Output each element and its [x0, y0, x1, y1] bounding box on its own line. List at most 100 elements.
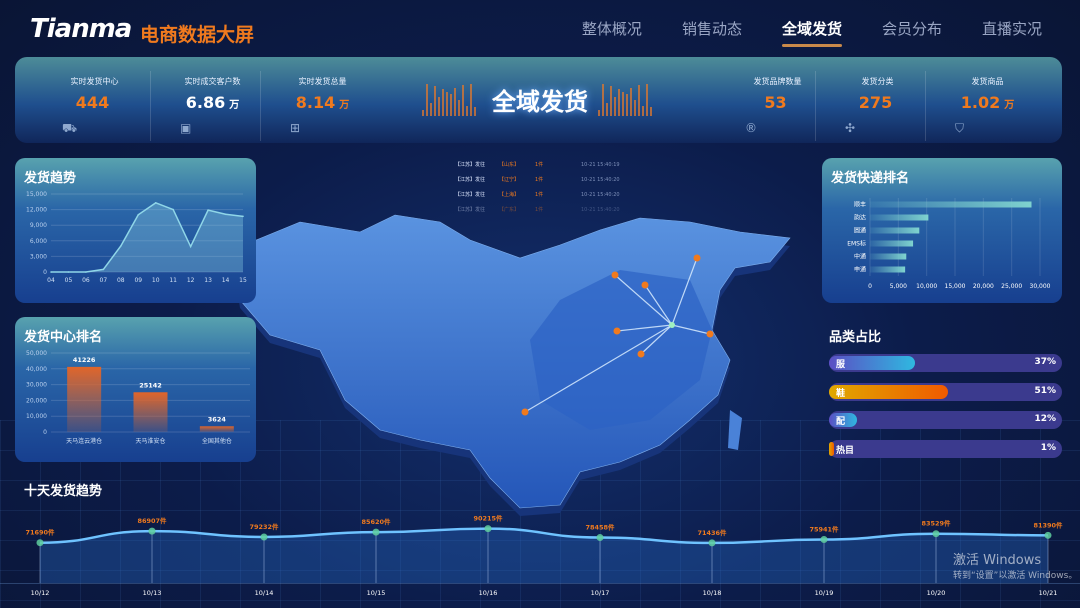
map-taiwan[interactable] [728, 410, 742, 450]
ticker-to: 【辽宁】 [499, 177, 520, 183]
y-tick-label: 50,000 [26, 350, 47, 357]
eq-bar [470, 84, 472, 116]
x-tick-label: 11 [169, 277, 177, 284]
bar [870, 240, 914, 247]
kpi-label: 实时发货中心 [70, 77, 119, 86]
tab-members[interactable]: 会员分布 [881, 20, 942, 38]
ticker-to: 【广东】 [499, 207, 520, 213]
tenday-line [39, 527, 1049, 545]
trend-point [189, 245, 192, 248]
tab-sales[interactable]: 销售动态 [681, 20, 742, 38]
trend-chart: 0 3,000 6,000 9,000 12,000 15,000 04 05 06 07 08 09… [26, 191, 247, 284]
x-tick-label: 05 [65, 277, 73, 284]
data-point [820, 535, 828, 543]
y-tick-label: 0 [43, 429, 47, 436]
tab-overview[interactable]: 整体概况 [581, 20, 642, 38]
kpi-kpis_left-0: 实时发货中心 444 ⛟ [42, 57, 147, 143]
eq-bar [434, 85, 436, 116]
data-point [484, 525, 492, 533]
panel-title: 发货中心排名 [24, 330, 103, 345]
ticker-from: 【江苏】发往 [455, 162, 486, 168]
ticker-qty: 1件 [535, 207, 544, 213]
x-tick-label: 0 [868, 283, 872, 290]
data-label: 71690件 [25, 528, 55, 537]
ticker-time: 10-21 15:40:20 [581, 176, 620, 183]
ticker-row: 【江苏】发往 【辽宁】 1件 10-21 15:40:20 [455, 172, 635, 187]
route-line [614, 274, 673, 326]
kpi-value: 6.86 万 [160, 93, 265, 112]
x-tick-label: 10/13 [143, 589, 162, 597]
trend-line [51, 201, 244, 273]
trend-point [85, 271, 87, 273]
eq-bar [450, 93, 452, 116]
map-region-east[interactable] [530, 270, 712, 430]
eq-bar [638, 85, 640, 116]
tab-live[interactable]: 直播实况 [981, 20, 1042, 38]
x-tick-label: 15 [239, 277, 247, 284]
y-tick-label: 申通 [854, 266, 866, 274]
ticker-row: 【江苏】发往 【广东】 1件 10-21 15:40:20 [455, 202, 635, 217]
y-tick-label: 中通 [854, 253, 866, 261]
x-tick-label: 10/14 [255, 589, 274, 597]
x-tick-label: 30,000 [1030, 283, 1051, 290]
panel-center-ranking: 发货中心排名 0 10,000 20,000 30,000 40,000 50,000 41… [15, 317, 256, 462]
data-point [36, 539, 44, 547]
registered-icon: ® [745, 121, 757, 135]
trend-point [207, 209, 209, 211]
tab-shipping[interactable]: 全域发货 [781, 20, 842, 47]
truck-icon: ⛟ [62, 121, 78, 135]
data-label: 75941件 [809, 524, 839, 533]
category-bar: 服 37% [829, 354, 1062, 372]
x-tick-label: 12 [187, 277, 195, 284]
y-tick-label: 0 [43, 269, 47, 276]
route-line [640, 324, 673, 355]
page-title: 全域发货 [492, 88, 588, 116]
bar [870, 201, 1032, 208]
eq-bar [650, 107, 652, 116]
header: Tianma 电商数据大屏 整体概况 销售动态 全域发货 会员分布 直播实况 [0, 0, 1080, 52]
eq-bar [622, 91, 624, 116]
x-tick-label: 15,000 [945, 283, 966, 290]
ticker-qty: 1件 [535, 162, 544, 168]
x-tick-label: 10/15 [367, 589, 386, 597]
eq-bar [642, 106, 644, 116]
data-point [596, 534, 604, 542]
y-tick-label: EMS标 [847, 240, 866, 248]
eq-bar [630, 87, 632, 116]
category-bar: 热目 1% [829, 439, 1062, 458]
trend-point [102, 268, 105, 271]
data-label: 71436件 [697, 528, 727, 537]
bar [870, 266, 906, 273]
city-dot [693, 254, 701, 262]
ticker-row: 【江苏】发往 【上海】 1件 10-21 15:40:20 [455, 187, 635, 202]
windows-watermark: 激活 Windows 转到“设置”以激活 Windows。 [953, 549, 1077, 581]
bar [199, 426, 234, 432]
divider [925, 71, 926, 141]
kpi-unit: 万 [1004, 100, 1015, 111]
eq-bar [438, 97, 440, 116]
bag-icon: ⛉ [955, 121, 965, 135]
bar-value-label: 41226 [73, 356, 96, 364]
route-line [671, 257, 698, 326]
y-tick-label: 圆通 [854, 227, 866, 235]
watermark-line2: 转到“设置”以激活 Windows。 [953, 571, 1078, 581]
y-tick-label: 40,000 [26, 366, 47, 373]
x-tick-label: 14 [222, 277, 230, 284]
kpi-number: 53 [764, 93, 787, 112]
y-tick-label: 6,000 [30, 238, 47, 245]
kpi-kpis_right-2: 发货商品 1.02 万 ⛉ [935, 57, 1040, 143]
eq-bar [606, 103, 608, 116]
tenday-title: 十天发货趋势 [24, 484, 103, 499]
watermark-line1: 激活 Windows [953, 553, 1042, 568]
divider [150, 71, 151, 141]
x-tick-label: 10,000 [916, 283, 937, 290]
kpi-kpis_left-2: 实时发货总量 8.14 万 ⊞ [270, 57, 375, 143]
trend-point [67, 271, 70, 273]
eq-bar [634, 99, 636, 116]
map-mainland[interactable] [231, 214, 791, 509]
category-percent: 12% [1034, 414, 1056, 424]
kpi-label: 实时成交客户数 [184, 77, 241, 86]
kpi-unit: 万 [339, 100, 350, 111]
divider [815, 71, 816, 141]
